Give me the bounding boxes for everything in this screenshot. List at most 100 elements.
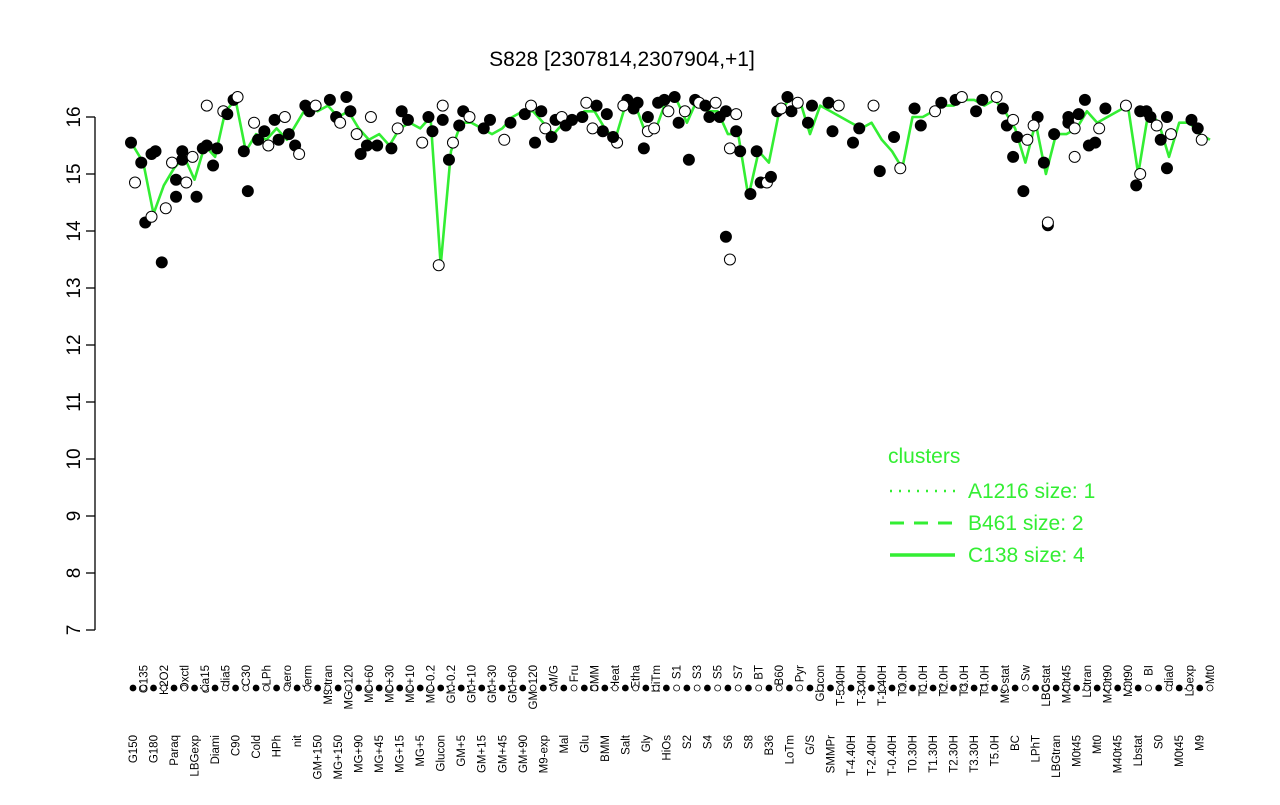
x-tick-label: M40t45 [1061, 665, 1073, 703]
data-point [436, 113, 449, 126]
data-point [170, 173, 183, 186]
data-point [145, 210, 158, 223]
data-point [1048, 128, 1061, 141]
data-point [1164, 128, 1177, 141]
x-tick-label: LPh [261, 665, 273, 685]
x-tick-label: MG+150 [333, 735, 345, 779]
data-point [354, 148, 367, 161]
y-tick-label: 15 [64, 163, 85, 184]
x-tick-label: Glu [579, 735, 591, 753]
x-marker [765, 684, 773, 692]
x-marker [1175, 684, 1183, 692]
x-marker [580, 684, 588, 692]
data-point [539, 122, 552, 135]
data-point [853, 122, 866, 135]
x-marker [1093, 684, 1101, 692]
data-point [416, 136, 429, 149]
x-marker [437, 684, 445, 692]
data-point [723, 142, 736, 155]
x-tick-label: M0t45 [1174, 735, 1186, 767]
data-point [309, 99, 322, 112]
x-marker [344, 684, 352, 692]
data-point [1130, 179, 1143, 192]
x-marker [457, 684, 465, 692]
x-marker [591, 684, 598, 692]
x-marker [252, 684, 260, 692]
x-tick-label: GM+15 [477, 735, 489, 773]
x-marker [714, 684, 722, 692]
data-point [371, 139, 384, 152]
data-point [682, 153, 695, 166]
data-point [282, 128, 295, 141]
data-point [826, 125, 839, 138]
x-marker [1196, 684, 1204, 692]
data-point [1154, 133, 1167, 146]
data-point [545, 130, 558, 143]
data-point [484, 113, 496, 126]
legend-label-b461: B461 size: 2 [968, 512, 1084, 535]
x-tick-label: Mt0 [1205, 665, 1217, 684]
x-marker [1114, 684, 1122, 692]
x-marker [662, 684, 670, 692]
data-point [231, 91, 244, 104]
x-marker [1206, 684, 1214, 692]
data-point [262, 139, 275, 152]
data-point [719, 105, 732, 118]
data-point [258, 125, 271, 138]
x-marker [1186, 684, 1193, 692]
data-point [699, 99, 712, 112]
x-tick-label: S1 [672, 665, 684, 679]
data-point [463, 111, 476, 123]
x-tick-label: M/G [549, 665, 561, 687]
x-marker [160, 684, 168, 692]
data-point [1007, 150, 1020, 163]
data-point [125, 136, 137, 149]
data-point [590, 99, 603, 112]
data-point [873, 165, 886, 178]
data-point [453, 119, 466, 132]
x-tick-label: Lbexp [1184, 665, 1196, 696]
x-marker [806, 684, 814, 692]
x-marker [621, 684, 629, 692]
x-marker [262, 684, 270, 692]
x-marker [488, 684, 496, 692]
x-marker [232, 684, 239, 692]
data-point [801, 116, 814, 129]
x-tick-label: Glucon [815, 665, 827, 701]
data-point [170, 190, 183, 203]
x-tick-label: GM+10 [466, 665, 478, 703]
data-point [272, 133, 285, 146]
x-marker [273, 684, 281, 692]
data-point [145, 148, 158, 161]
y-tick-label: 10 [64, 448, 85, 469]
data-point [344, 105, 357, 118]
x-tick-label: S6 [723, 735, 735, 749]
x-marker [570, 684, 578, 692]
x-marker [980, 684, 988, 692]
data-point [186, 150, 199, 163]
data-point [391, 122, 404, 135]
y-tick-label: 8 [64, 568, 85, 579]
data-point [970, 105, 983, 118]
data-point [1185, 113, 1198, 126]
x-tick-label: T1.0H [918, 665, 930, 696]
data-point [672, 116, 685, 129]
x-tick-label: M0t45 [1072, 735, 1084, 767]
x-marker [170, 684, 178, 692]
y-tick-label: 9 [64, 511, 85, 522]
x-marker [683, 684, 691, 692]
x-marker [139, 684, 147, 692]
x-tick-label: C30 [241, 665, 253, 686]
data-point [525, 99, 538, 112]
data-point [129, 176, 141, 189]
data-point [1160, 162, 1173, 175]
data-point [637, 142, 650, 155]
x-marker [693, 684, 701, 692]
data-point [237, 145, 250, 158]
x-tick-label: GM+30 [487, 665, 499, 703]
data-point [159, 202, 172, 215]
x-tick-label: BC [1010, 735, 1022, 751]
x-marker [375, 684, 383, 692]
x-marker [960, 684, 968, 692]
x-tick-label: C90 [231, 735, 243, 756]
